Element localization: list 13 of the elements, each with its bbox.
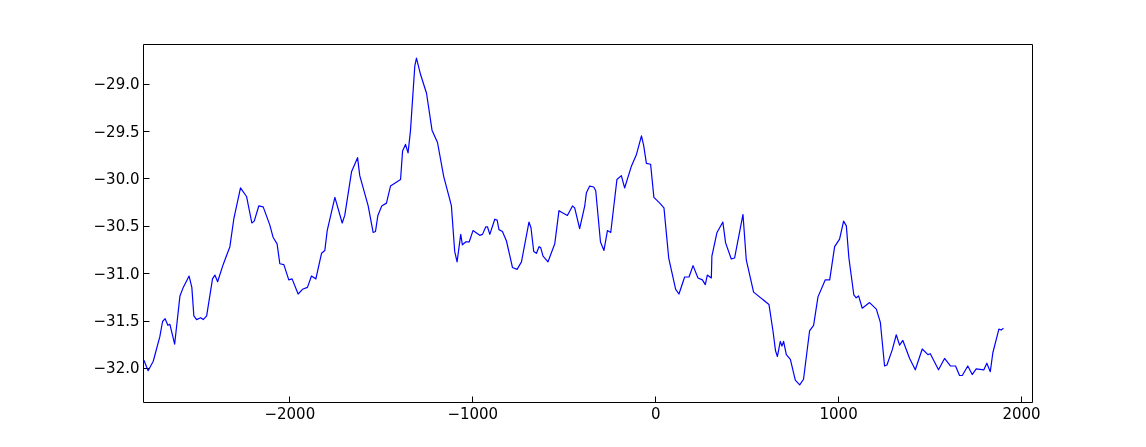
y-tick-label: −30.5 (93, 217, 140, 236)
y-tick-label: −29.5 (93, 122, 140, 141)
x-tick-label: 2000 (1002, 404, 1041, 423)
y-tick-label: −30.0 (93, 169, 140, 188)
line-series (143, 57, 1005, 386)
y-tick-label: −31.5 (93, 312, 140, 331)
x-tick-label: 0 (650, 404, 661, 423)
y-tick-label: −31.0 (93, 264, 140, 283)
y-tick-label: −32.0 (93, 359, 140, 378)
y-tick-label: −29.0 (93, 75, 140, 94)
x-tick-label: −1000 (447, 404, 499, 423)
x-tick-label: 1000 (819, 404, 858, 423)
x-tick-label: −2000 (264, 404, 316, 423)
